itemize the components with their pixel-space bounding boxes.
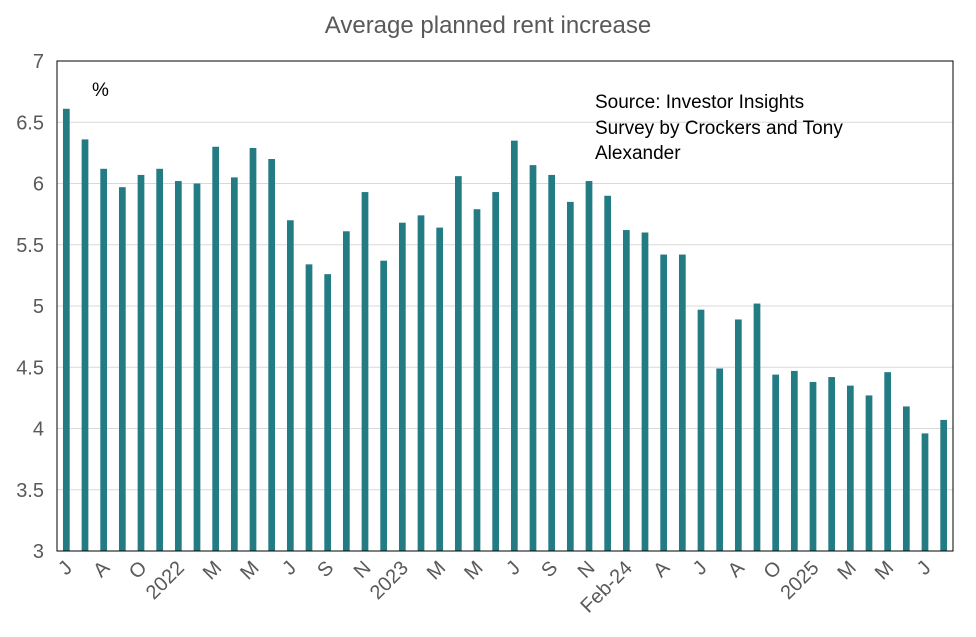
x-tick-label: A — [89, 557, 114, 582]
bar — [473, 209, 481, 551]
bar — [828, 377, 836, 551]
bars — [62, 108, 948, 552]
x-tick-label: 2025 — [777, 557, 824, 604]
gridlines — [57, 121, 953, 491]
bar — [921, 433, 929, 551]
bar — [268, 159, 276, 551]
bar — [380, 260, 388, 551]
x-tick-label: M — [871, 557, 898, 584]
bar — [902, 406, 910, 551]
y-axis-ticks: 3 3.5 4 4.5 5 5.5 6 6.5 7 — [16, 51, 44, 563]
bar — [548, 174, 556, 552]
bar — [529, 165, 537, 551]
y-tick-label: 7 — [33, 51, 44, 73]
x-tick-label: M — [460, 557, 487, 584]
bar — [156, 168, 164, 552]
x-tick-label: S — [537, 557, 562, 582]
x-tick-label: M — [423, 557, 450, 584]
bar — [174, 181, 182, 552]
x-tick-label: 2022 — [142, 557, 189, 604]
bar — [734, 319, 742, 551]
x-tick-label: N — [350, 557, 376, 583]
y-tick-label: 4.5 — [16, 357, 44, 379]
source-note-line-1: Source: Investor Insights — [595, 92, 804, 113]
y-tick-label: 5.5 — [16, 235, 44, 257]
bar — [790, 370, 798, 551]
bar — [81, 139, 89, 551]
x-tick-label: O — [760, 557, 787, 584]
x-tick-label: J — [54, 557, 77, 580]
plot-frame — [56, 60, 954, 552]
bar — [342, 231, 350, 551]
x-tick-label: N — [574, 557, 600, 583]
bar — [193, 183, 201, 551]
bar — [641, 232, 649, 551]
y-tick-label: 3 — [33, 541, 44, 563]
source-note-line-2: Survey by Crockers and Tony — [595, 118, 843, 139]
bar — [510, 140, 518, 551]
bar — [324, 274, 332, 551]
x-tick-label: A — [724, 557, 749, 582]
bar — [230, 177, 238, 551]
bar — [566, 201, 574, 551]
bar — [716, 368, 724, 551]
bar — [100, 168, 108, 552]
bar — [417, 215, 425, 551]
x-tick-label: M — [834, 557, 861, 584]
y-tick-label: 4 — [33, 419, 44, 441]
bar — [118, 187, 126, 552]
bar — [678, 254, 686, 552]
x-tick-label: J — [689, 557, 712, 580]
bar — [884, 372, 892, 551]
bar — [865, 395, 873, 551]
bar — [436, 227, 444, 551]
bar — [249, 147, 257, 551]
bar — [846, 385, 854, 551]
bar — [62, 108, 70, 552]
x-tick-label: O — [125, 557, 152, 584]
x-tick-label: M — [236, 557, 263, 584]
y-tick-label: 5 — [33, 296, 44, 318]
bar — [660, 254, 668, 552]
bar — [492, 192, 500, 551]
source-note-line-3: Alexander — [595, 143, 681, 164]
bar — [361, 192, 369, 551]
chart-title: Average planned rent increase — [325, 12, 651, 39]
x-tick-label: J — [278, 557, 301, 580]
bar — [753, 303, 761, 551]
bar — [398, 222, 406, 551]
x-tick-label: M — [199, 557, 226, 584]
bar — [772, 374, 780, 551]
bar — [305, 264, 313, 551]
bar — [622, 230, 630, 552]
x-tick-label: J — [502, 557, 525, 580]
bar — [585, 181, 593, 552]
y-tick-label: 3.5 — [16, 480, 44, 502]
y-tick-label: 6.5 — [16, 112, 44, 134]
x-tick-label: 2023 — [366, 557, 413, 604]
bar — [137, 174, 145, 552]
bar — [940, 419, 948, 551]
x-tick-label: A — [649, 557, 674, 582]
bar — [212, 146, 220, 551]
bar — [454, 176, 462, 551]
y-tick-label: 6 — [33, 174, 44, 196]
bar — [697, 309, 705, 551]
x-tick-label: S — [313, 557, 338, 582]
y-unit-label: % — [92, 80, 109, 101]
bar — [286, 220, 294, 551]
x-tick-label: J — [913, 557, 936, 580]
bar — [809, 381, 817, 551]
bar — [604, 195, 612, 551]
